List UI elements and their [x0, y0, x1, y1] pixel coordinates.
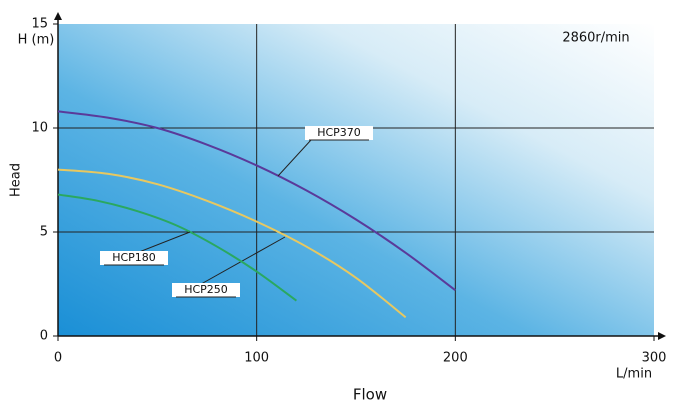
- label-box: [305, 126, 373, 140]
- x-tick-label: 200: [443, 351, 468, 366]
- plot-area: [58, 24, 654, 336]
- curve: [57, 110, 456, 292]
- y-tick-label: 15: [31, 17, 48, 32]
- annotation: 2860r/min: [562, 31, 629, 46]
- x-arrow: [658, 332, 666, 340]
- label-box: [172, 283, 240, 297]
- series-label: HCP370: [317, 126, 361, 139]
- leader: [277, 139, 312, 177]
- x-tick-label: 0: [54, 351, 62, 366]
- curve: [57, 193, 297, 302]
- curve: [57, 168, 407, 319]
- x-unit: L/min: [616, 367, 652, 382]
- y-arrow: [54, 12, 62, 20]
- series-label: HCP180: [112, 251, 156, 264]
- y-unit: H (m): [18, 33, 55, 48]
- y-tick-label: 5: [40, 225, 48, 240]
- x-tick-label: 100: [244, 351, 269, 366]
- label-box: [100, 251, 168, 265]
- y-axis-title: Head: [9, 163, 24, 197]
- x-axis-title: Flow: [353, 386, 387, 404]
- y-tick-label: 0: [40, 329, 48, 344]
- x-tick-label: 300: [642, 351, 667, 366]
- series-label: HCP250: [184, 283, 228, 296]
- y-tick-label: 10: [31, 121, 48, 136]
